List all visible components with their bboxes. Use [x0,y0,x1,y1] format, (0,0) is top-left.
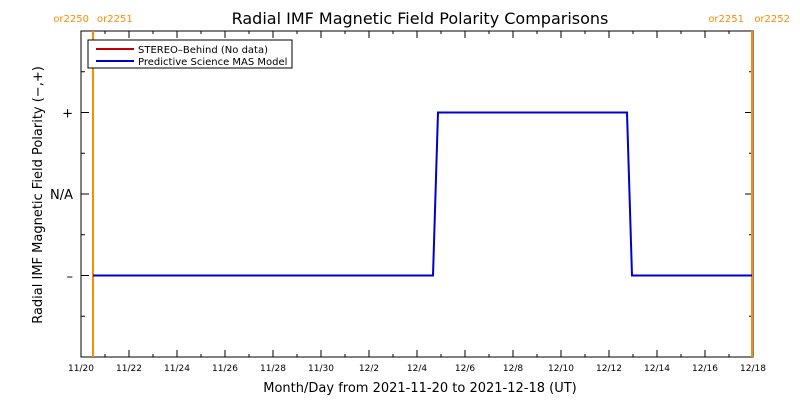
carrington-rotation-markers: or2250 or2251 or2251 or2252 [53,14,790,357]
x-tick-label: 11/24 [164,364,190,374]
x-tick-label: 11/26 [212,364,238,374]
legend-entry-label: Predictive Science MAS Model [138,57,287,68]
y-axis-label: Radial IMF Magnetic Field Polarity (−,+) [31,66,46,324]
y-tick-label: – [67,270,74,285]
y-axis-ticks: + N/A – [50,30,753,358]
x-tick-label: 12/8 [503,364,523,374]
series-line-1 [93,111,752,277]
x-tick-label: 11/30 [308,364,334,374]
x-tick-label: 12/12 [596,364,622,374]
carrington-label-after: or2252 [754,14,790,25]
x-axis-label: Month/Day from 2021-11-20 to 2021-12-18 … [263,381,576,396]
carrington-label-before: or2251 [708,14,744,25]
legend-entry-label: STEREO–Behind (No data) [138,45,268,56]
legend-box [87,39,293,69]
y-tick-label: + [62,107,73,122]
carrington-label-before: or2250 [53,14,89,25]
x-tick-label: 11/20 [68,364,94,374]
legend: STEREO–Behind (No data)Predictive Scienc… [87,39,293,69]
x-tick-label: 12/6 [455,364,475,374]
x-tick-label: 12/2 [359,364,379,374]
chart-title: Radial IMF Magnetic Field Polarity Compa… [232,9,609,28]
series-lines [93,111,752,277]
x-tick-label: 11/22 [116,364,142,374]
x-tick-label: 11/28 [260,364,286,374]
y-tick-label: N/A [50,188,73,203]
plot-area-frame [80,30,754,358]
carrington-label-after: or2251 [97,14,133,25]
x-axis-ticks: 11/20 11/22 11/24 11/26 11/28 11/30 12/2 12/4 12… [68,31,766,374]
x-tick-label: 12/18 [740,364,766,374]
x-tick-label: 12/4 [407,364,427,374]
x-tick-label: 12/16 [692,364,718,374]
x-tick-label: 12/14 [644,364,670,374]
x-tick-label: 12/10 [548,364,574,374]
